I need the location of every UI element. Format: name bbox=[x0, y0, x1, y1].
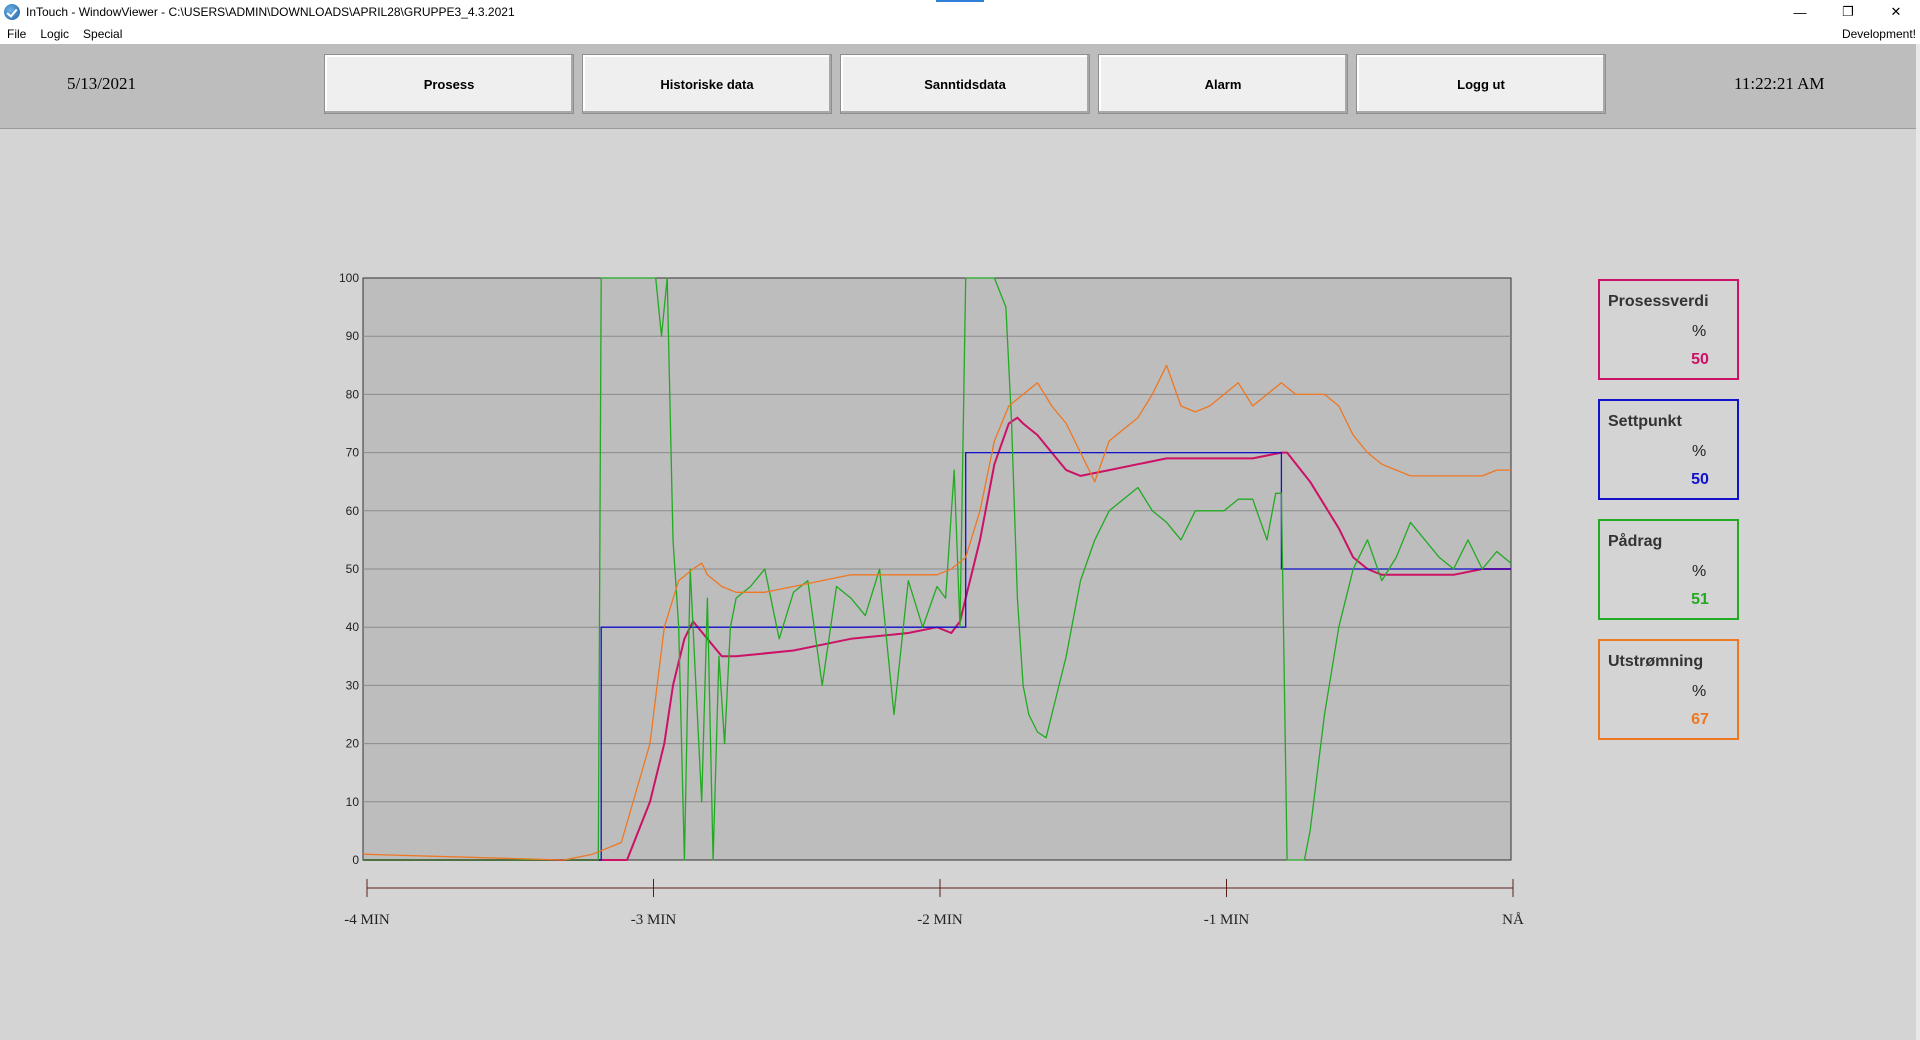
series-line-settpunkt bbox=[363, 451, 1511, 861]
menu-bar: File Logic Special Development! bbox=[0, 24, 1920, 44]
settpunkt-box: Settpunkt % 50 bbox=[1598, 399, 1739, 500]
y-tick-label: 80 bbox=[346, 387, 360, 401]
window-controls: — ❐ ✕ bbox=[1776, 0, 1920, 24]
series-line-pådrag bbox=[363, 277, 1512, 861]
y-tick-label: 90 bbox=[346, 329, 360, 343]
close-icon[interactable]: ✕ bbox=[1890, 4, 1902, 19]
menu-file[interactable]: File bbox=[7, 27, 27, 41]
utstromning-box: Utstrømning % 67 bbox=[1598, 639, 1739, 740]
readout-unit: % bbox=[1692, 683, 1707, 700]
readout-value: 51 bbox=[1691, 591, 1709, 608]
development-mode-link[interactable]: Development! bbox=[1841, 27, 1916, 41]
logg-ut-button[interactable]: Logg ut bbox=[1356, 54, 1606, 114]
window-title: InTouch - WindowViewer - C:\USERS\ADMIN\… bbox=[26, 5, 515, 19]
menu-special[interactable]: Special bbox=[83, 27, 123, 41]
readout-name: Utstrømning bbox=[1608, 653, 1704, 670]
y-tick-label: 40 bbox=[346, 620, 360, 634]
title-bar: InTouch - WindowViewer - C:\USERS\ADMIN\… bbox=[0, 0, 1920, 24]
x-tick-label: -3 MIN bbox=[631, 912, 677, 928]
series-lines bbox=[362, 277, 1512, 861]
y-tick-label: 60 bbox=[346, 504, 360, 518]
y-tick-label: 20 bbox=[346, 737, 360, 751]
readout-unit: % bbox=[1692, 563, 1707, 580]
restore-icon[interactable]: ❐ bbox=[1842, 4, 1854, 19]
x-tick-label: NÅ bbox=[1502, 912, 1524, 928]
x-tick-label: -1 MIN bbox=[1204, 912, 1250, 928]
intouch-app-icon bbox=[4, 4, 20, 20]
y-tick-label: 70 bbox=[346, 446, 360, 460]
readout-unit: % bbox=[1692, 323, 1707, 340]
series-line-utstrømning bbox=[362, 364, 1511, 861]
readout-name: Settpunkt bbox=[1608, 413, 1682, 430]
x-tick-label: -4 MIN bbox=[344, 912, 390, 928]
window-right-edge bbox=[1916, 44, 1920, 1040]
grid-lines bbox=[363, 335, 1511, 803]
readout-value: 50 bbox=[1691, 471, 1709, 488]
minimize-icon[interactable]: — bbox=[1793, 4, 1807, 20]
y-tick-label: 0 bbox=[352, 853, 359, 867]
menu-logic[interactable]: Logic bbox=[40, 27, 70, 41]
y-tick-label: 30 bbox=[346, 678, 360, 692]
y-axis: 0 10 20 30 40 50 60 70 80 90 100 bbox=[339, 271, 359, 867]
y-tick-label: 100 bbox=[339, 271, 359, 285]
plot-background bbox=[362, 277, 1512, 861]
readout-value: 50 bbox=[1691, 351, 1709, 368]
plot-area bbox=[362, 277, 1512, 861]
sanntidsdata-button[interactable]: Sanntidsdata bbox=[840, 54, 1090, 114]
y-tick-label: 10 bbox=[346, 795, 360, 809]
current-time: 11:22:21 AM bbox=[1734, 74, 1825, 93]
historiske-data-button[interactable]: Historiske data bbox=[582, 54, 832, 114]
readout-unit: % bbox=[1692, 443, 1707, 460]
prosess-button[interactable]: Prosess bbox=[324, 54, 574, 114]
x-axis: -4 MIN -3 MIN -2 MIN -1 MIN NÅ bbox=[344, 879, 1524, 928]
readout-name: Pådrag bbox=[1608, 533, 1663, 550]
prosessverdi-box: Prosessverdi % 50 bbox=[1598, 279, 1739, 380]
alarm-button[interactable]: Alarm bbox=[1098, 54, 1348, 114]
y-tick-label: 50 bbox=[346, 562, 360, 576]
padrag-box: Pådrag % 51 bbox=[1598, 519, 1739, 620]
readout-name: Prosessverdi bbox=[1608, 293, 1709, 310]
current-date: 5/13/2021 bbox=[67, 74, 136, 93]
header-band: 5/13/2021 Prosess Historiske data Sannti… bbox=[0, 44, 1916, 129]
x-tick-label: -2 MIN bbox=[917, 912, 963, 928]
title-accent-bar bbox=[936, 0, 984, 2]
series-line-prosessverdi bbox=[363, 416, 1511, 861]
readout-value: 67 bbox=[1691, 711, 1709, 728]
